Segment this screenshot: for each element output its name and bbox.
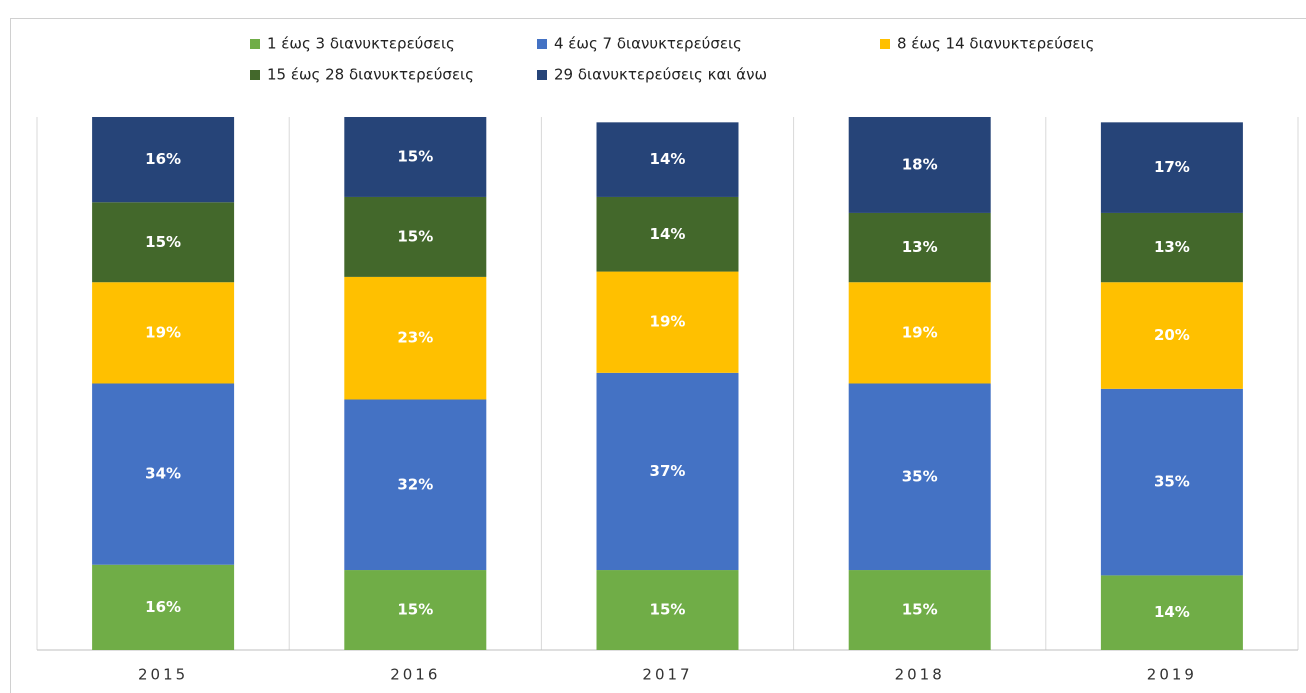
data-label: 19% [145, 323, 181, 341]
data-label: 15% [650, 601, 686, 619]
bar-segment [92, 564, 235, 650]
data-label: 35% [902, 467, 938, 485]
bar-segment [848, 282, 991, 384]
data-label: 15% [397, 227, 433, 245]
x-tick-label: 2019 [1147, 666, 1197, 684]
data-label: 17% [1154, 158, 1190, 176]
bar-segment [596, 372, 739, 571]
bar-segment [1100, 388, 1243, 576]
data-label: 13% [902, 238, 938, 256]
bar-segment [1100, 212, 1243, 283]
bar-segment [848, 383, 991, 571]
bar-segment [596, 196, 739, 272]
bar-segment [344, 570, 487, 650]
x-tick-label: 2017 [642, 666, 692, 684]
x-tick-label: 2016 [390, 666, 440, 684]
data-label: 14% [1154, 603, 1190, 621]
data-label: 14% [650, 225, 686, 243]
legend-swatch [537, 39, 547, 49]
legend-swatch [250, 70, 260, 80]
bar-segment [344, 117, 487, 197]
bar-segment [1100, 122, 1243, 213]
data-label: 35% [1154, 473, 1190, 491]
bar-segment [344, 196, 487, 277]
data-label: 16% [145, 598, 181, 616]
x-tick-label: 2018 [895, 666, 945, 684]
bar-segment [92, 383, 235, 565]
legend-label: 1 έως 3 διανυκτερεύσεις [267, 35, 455, 53]
legend-label: 8 έως 14 διανυκτερεύσεις [897, 35, 1094, 53]
bar-segment [92, 282, 235, 384]
data-label: 19% [902, 323, 938, 341]
data-label: 34% [145, 465, 181, 483]
bar-segment [92, 202, 235, 283]
bar-segment [344, 276, 487, 400]
bar-segment [596, 271, 739, 373]
bar-segment [848, 117, 991, 213]
legend-label: 29 διανυκτερεύσεις και άνω [554, 66, 767, 84]
data-label: 15% [397, 147, 433, 165]
x-tick-label: 2015 [138, 666, 188, 684]
legend-swatch [537, 70, 547, 80]
data-label: 13% [1154, 238, 1190, 256]
data-label: 37% [650, 462, 686, 480]
bar-segment [1100, 575, 1243, 650]
bar-segment [596, 122, 739, 197]
legend-label: 4 έως 7 διανυκτερεύσεις [554, 35, 742, 53]
bar-segment [848, 212, 991, 283]
data-label: 14% [650, 150, 686, 168]
data-label: 32% [397, 475, 433, 493]
data-label: 15% [145, 233, 181, 251]
legend-label: 15 έως 28 διανυκτερεύσεις [267, 66, 474, 84]
bar-segment [1100, 282, 1243, 389]
data-label: 15% [397, 601, 433, 619]
bar-segment [596, 570, 739, 650]
data-label: 16% [145, 150, 181, 168]
legend-swatch [250, 39, 260, 49]
bar-segment [848, 570, 991, 650]
data-label: 20% [1154, 326, 1190, 344]
data-label: 15% [902, 601, 938, 619]
bar-segment [344, 399, 487, 571]
data-label: 23% [397, 329, 433, 347]
data-label: 19% [650, 313, 686, 331]
legend-swatch [880, 39, 890, 49]
bar-segment [92, 117, 235, 203]
data-label: 18% [902, 155, 938, 173]
